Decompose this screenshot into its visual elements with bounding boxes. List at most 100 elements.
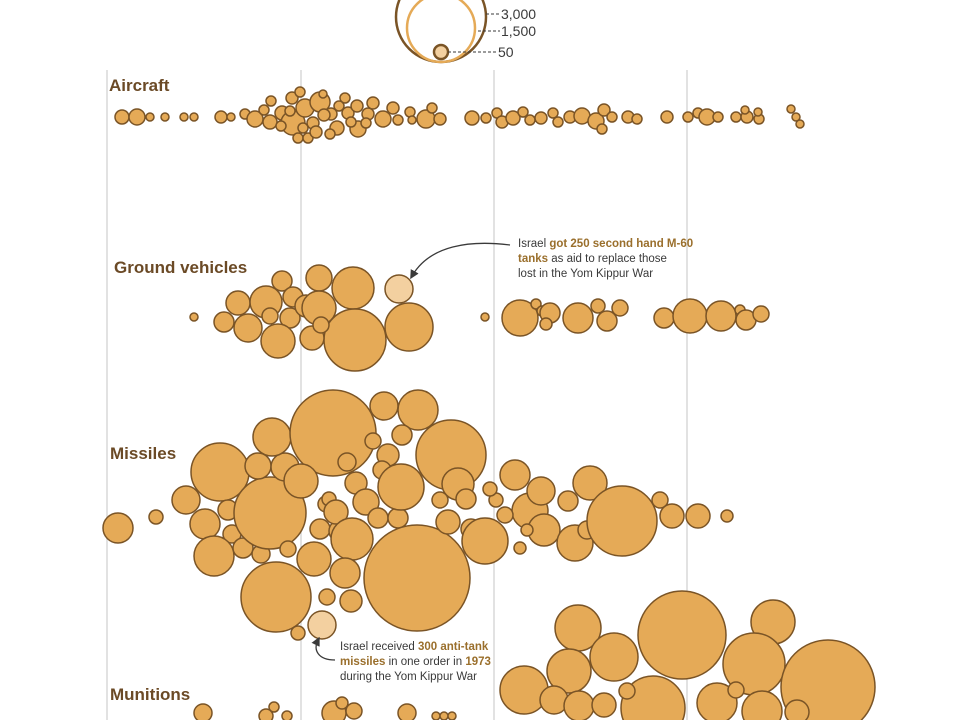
bubble [258, 708, 274, 720]
bubble [232, 537, 254, 559]
bubble [392, 114, 404, 126]
legend-label: 1,500 [501, 23, 536, 39]
bubble [447, 711, 457, 720]
category-label: Munitions [110, 685, 190, 704]
bubble [563, 690, 595, 720]
bubble [546, 648, 592, 694]
annotation-arrow [311, 636, 336, 661]
annotations-layer: Israel got 250 second hand M-60 tanks as … [311, 238, 693, 683]
bubble [268, 701, 280, 713]
bubble [480, 112, 492, 124]
bubble [345, 702, 363, 720]
bubble [261, 307, 279, 325]
bubble [499, 665, 549, 715]
bubble [597, 103, 611, 117]
bubble [329, 557, 361, 589]
bubble [539, 317, 553, 331]
annotation-fragment: 300 anti-tank [418, 641, 489, 653]
bubble [294, 86, 306, 98]
bubble [225, 290, 251, 316]
category-label: Aircraft [109, 76, 170, 95]
bubble [271, 270, 293, 292]
bubble [631, 113, 643, 125]
bubble [384, 302, 434, 352]
bubble [517, 106, 529, 118]
bubble [339, 589, 363, 613]
bubble [705, 300, 737, 332]
bubble [323, 499, 349, 525]
bubble [275, 120, 287, 132]
bubble-group-missiles [102, 389, 734, 641]
bubble [591, 692, 617, 718]
bubble [784, 699, 810, 720]
bubble [179, 112, 189, 122]
bubble [193, 535, 235, 577]
bubble [505, 110, 521, 126]
bubble [335, 696, 349, 710]
bubble [606, 111, 618, 123]
bubble [387, 507, 409, 529]
bubble [189, 112, 199, 122]
legend-label: 3,000 [501, 6, 536, 22]
bubble [260, 323, 296, 359]
bubble [524, 114, 536, 126]
bubble [350, 99, 364, 113]
bubble [791, 112, 801, 122]
bubble [435, 509, 461, 535]
bubble [482, 481, 498, 497]
bubble [339, 92, 351, 104]
bubble [433, 112, 447, 126]
bubble [786, 104, 796, 114]
bubble [290, 625, 306, 641]
annotation-text: Israel received 300 anti-tank missiles in… [340, 641, 491, 683]
annotation-fragment: during the Yom Kippur War [340, 671, 477, 683]
bubble [496, 506, 514, 524]
bubbles-layer [102, 86, 876, 720]
bubble [685, 503, 711, 529]
annotation-fragment: got [549, 238, 570, 250]
bubble [513, 541, 527, 555]
bubble [795, 119, 805, 129]
annotation-fragment: Israel [518, 238, 549, 250]
bubble [233, 476, 307, 550]
bubble [596, 310, 618, 332]
bubble [258, 104, 270, 116]
bubble [659, 503, 685, 529]
bubble [730, 111, 742, 123]
bubble [312, 316, 330, 334]
category-label: Ground vehicles [114, 258, 247, 277]
bubble [727, 681, 745, 699]
bubble [534, 111, 548, 125]
bubble [426, 102, 438, 114]
bubble [214, 110, 228, 124]
annotation-fragment: 1973 [465, 656, 491, 668]
bubble [363, 524, 471, 632]
annotation-fragment: as aid to replace those [548, 253, 667, 265]
bubble [331, 266, 375, 310]
annotation-text: Israel got 250 second hand M-60 tanks as … [518, 238, 693, 280]
bubble [740, 105, 750, 115]
bubble [333, 100, 345, 112]
annotation-fragment: missiles [340, 656, 385, 668]
bubble [386, 101, 400, 115]
bubble [589, 632, 639, 682]
bubble [562, 302, 594, 334]
bubble [431, 711, 441, 720]
bubble [148, 509, 164, 525]
bubble [318, 588, 336, 606]
bubble [252, 417, 292, 457]
bubble [374, 110, 392, 128]
bubble [572, 465, 608, 501]
bubble [317, 108, 331, 122]
bubble [526, 476, 556, 506]
bubble [407, 115, 417, 125]
legend-circle-medium [405, 0, 477, 64]
bubble [352, 488, 380, 516]
bubble [292, 132, 304, 144]
bubble [337, 452, 357, 472]
bubble [660, 110, 674, 124]
bubble [431, 491, 449, 509]
bubble [753, 107, 763, 117]
bubble [712, 111, 724, 123]
